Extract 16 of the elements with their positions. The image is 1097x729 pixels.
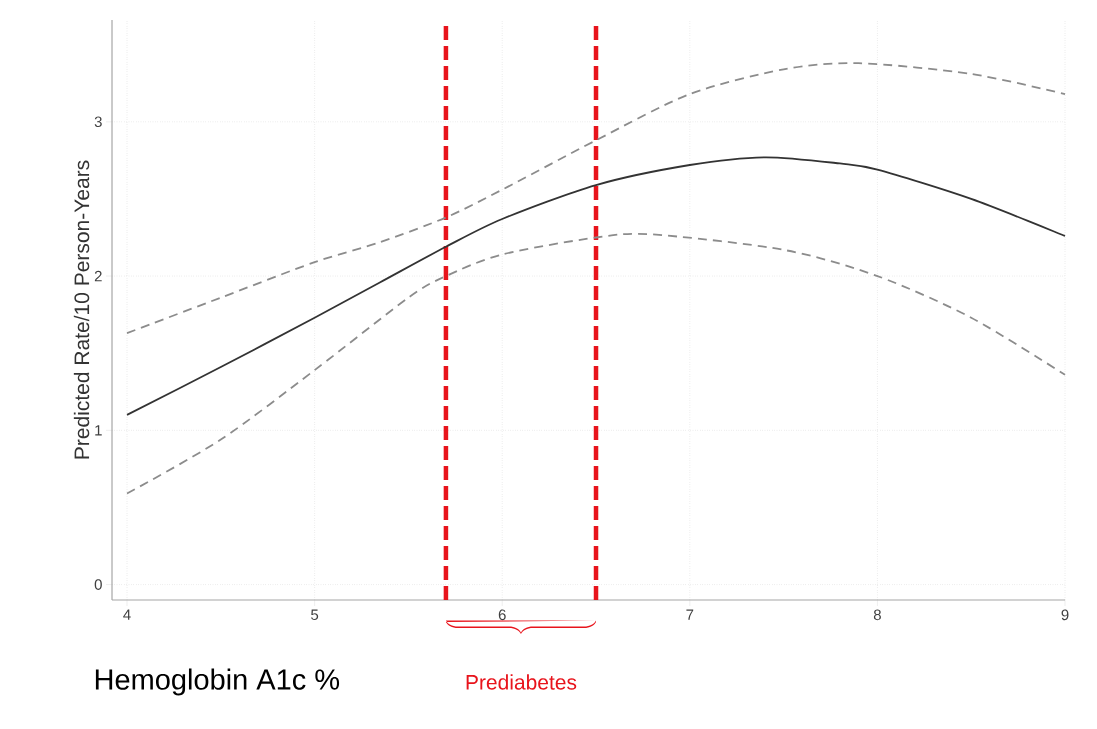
x-tick-label: 7 bbox=[686, 609, 694, 620]
line-series bbox=[126, 62, 1066, 335]
line-series bbox=[126, 232, 1066, 495]
x-axis-title: Hemoglobin A1c % bbox=[95, 668, 340, 696]
x-tick-label: 6 bbox=[498, 609, 506, 621]
x-tick-label: 5 bbox=[311, 609, 319, 620]
line-series bbox=[126, 156, 1066, 416]
y-tick-label: 2 bbox=[94, 270, 102, 282]
y-tick-label: 1 bbox=[95, 425, 102, 436]
y-tick-label: 0 bbox=[94, 579, 102, 590]
x-tick-label: 9 bbox=[1061, 609, 1069, 621]
x-tick-label: 4 bbox=[123, 609, 131, 620]
y-tick-label: 3 bbox=[94, 116, 102, 128]
text: Prediabetes bbox=[466, 674, 577, 690]
x-tick-label: 8 bbox=[873, 609, 881, 621]
y-axis-title: Predicted Rate/10 Person-Years bbox=[73, 160, 90, 459]
